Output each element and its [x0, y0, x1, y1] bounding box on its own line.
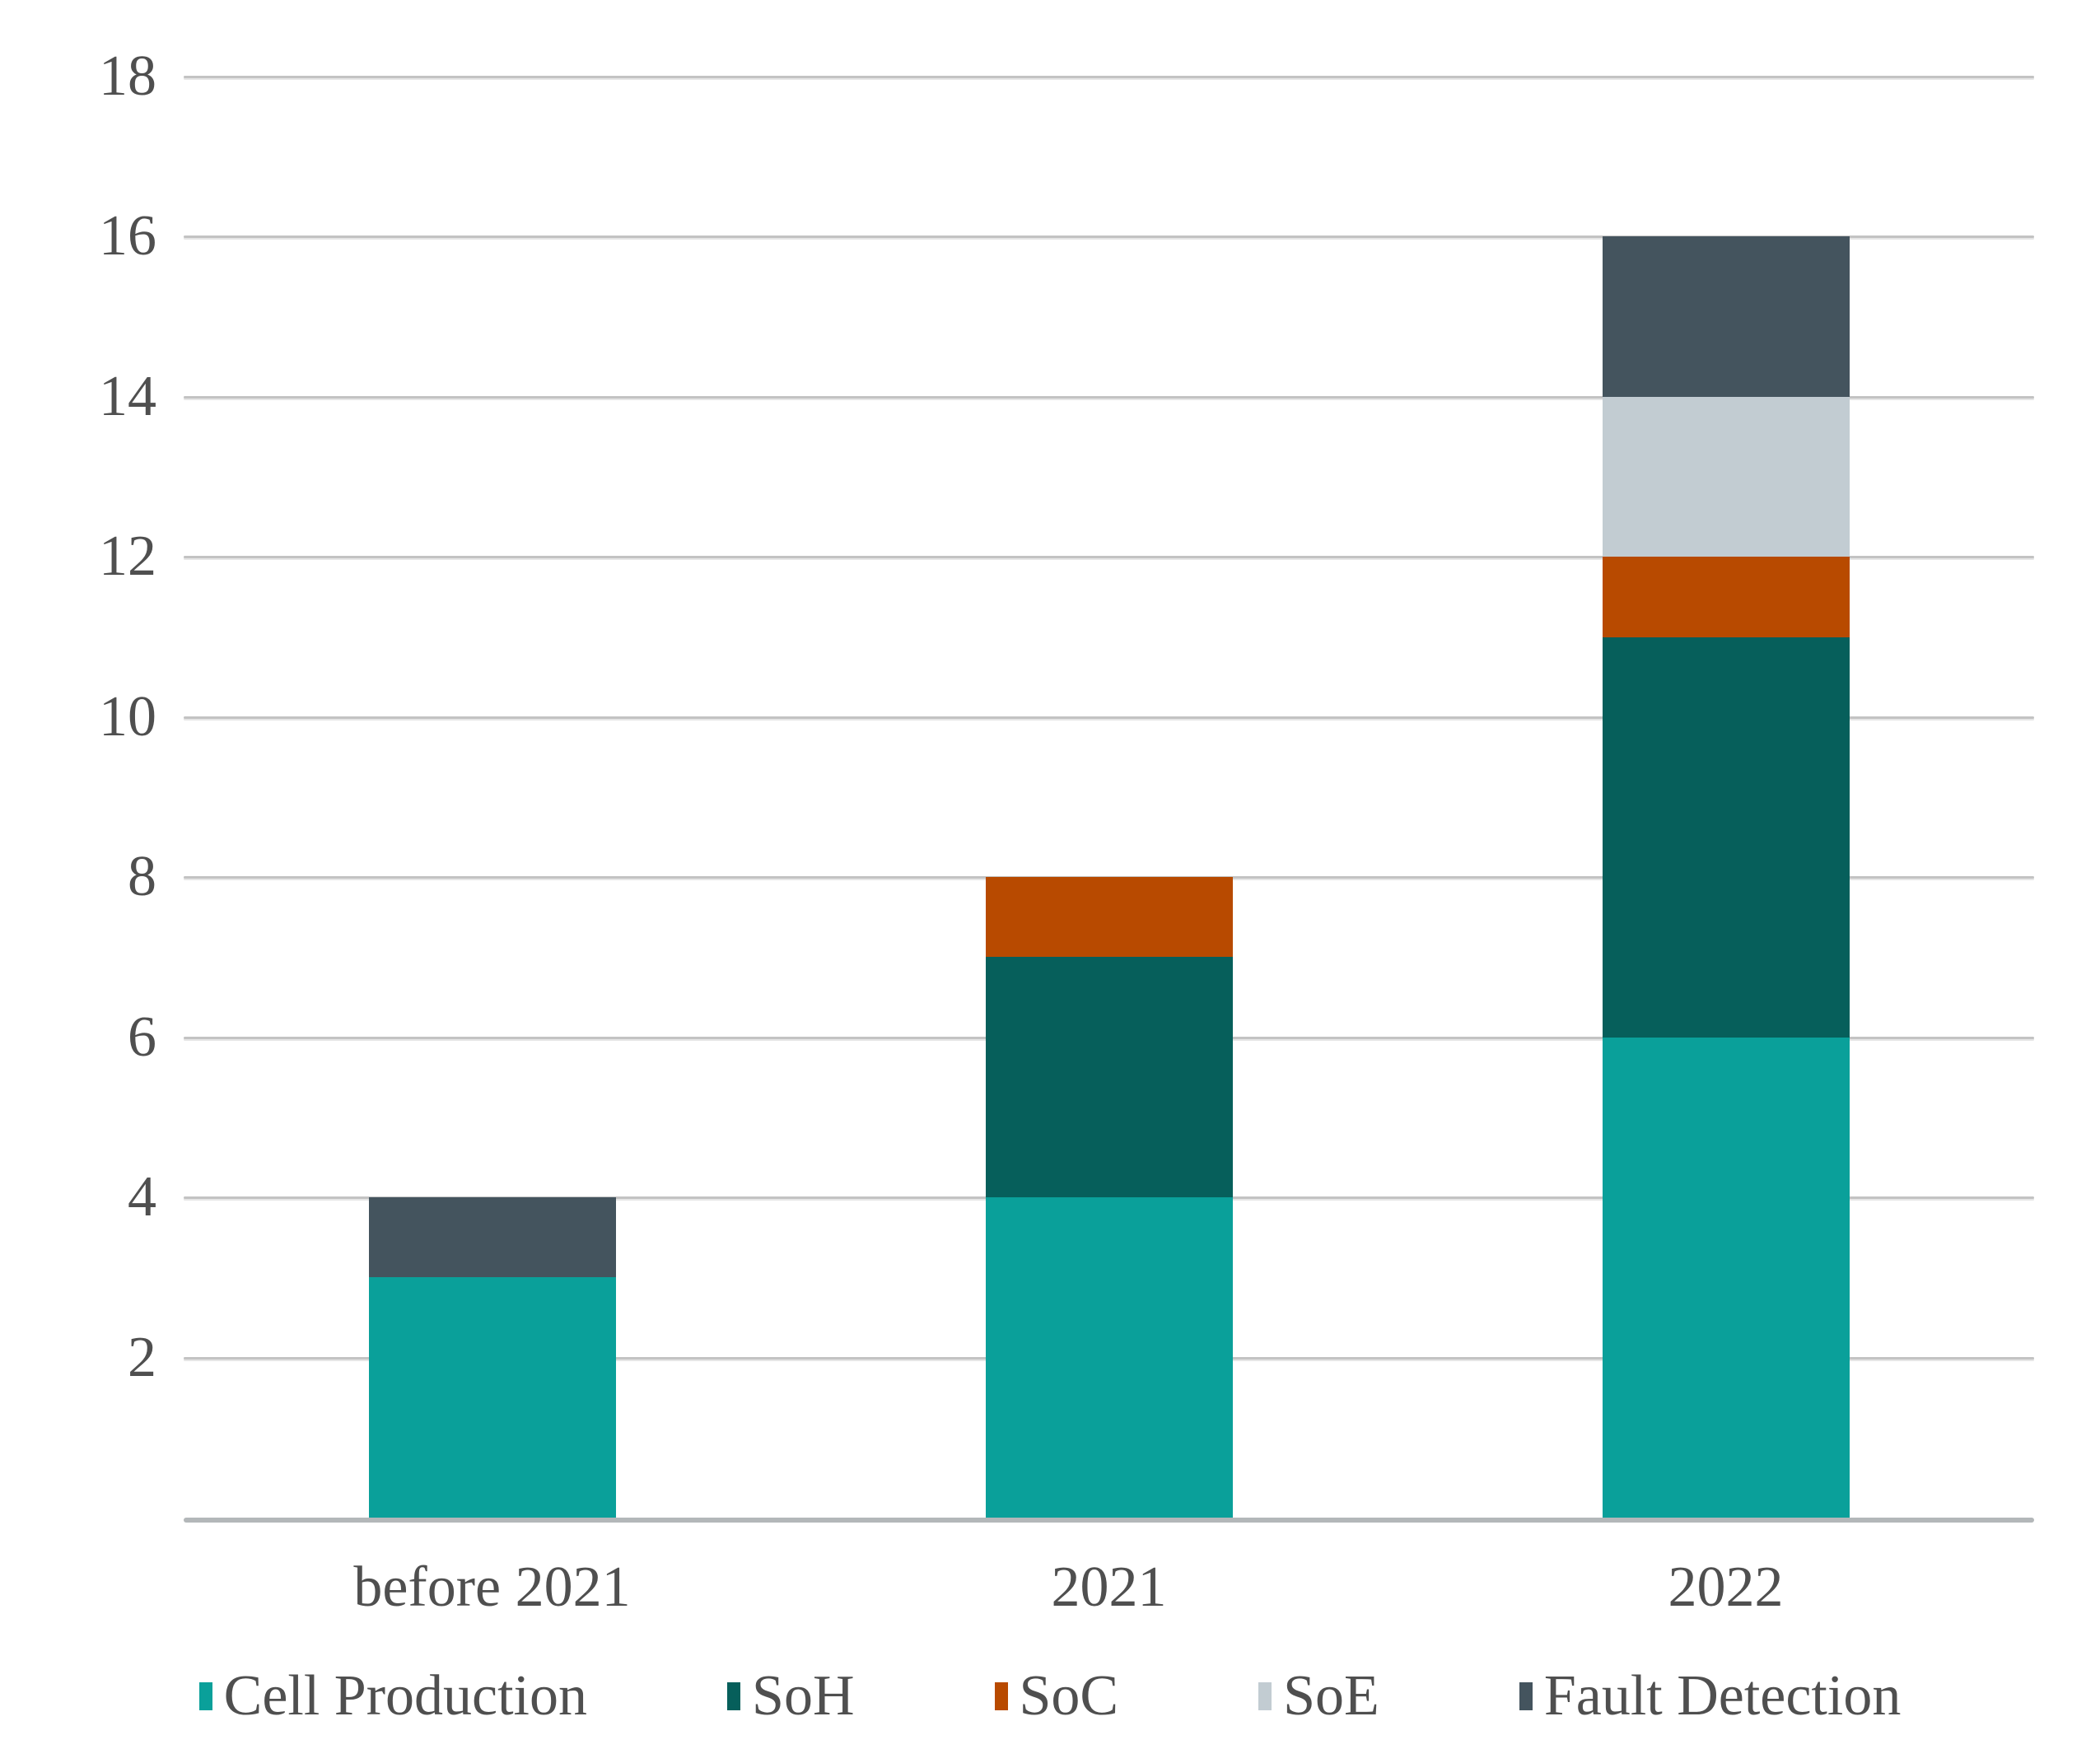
legend-swatch-icon [198, 1682, 212, 1710]
bar-segment-soc-2021 [985, 877, 1233, 958]
legend-item-cell-production: Cell Production [198, 1664, 588, 1728]
gridline-y14 [184, 395, 2034, 399]
legend-label: Fault Detection [1543, 1664, 1902, 1728]
bar-segment-fault-detection-2022 [1602, 236, 1850, 397]
x-axis-line [184, 1518, 2034, 1523]
legend-swatch-icon [994, 1682, 1008, 1710]
legend: Cell Production SoH SoC SoE Fault Detection [0, 1657, 2100, 1736]
y-axis-tick-label: 4 [128, 1165, 156, 1229]
gridline-y10 [184, 716, 2034, 719]
y-axis-tick-label: 12 [99, 525, 156, 589]
gridline-y16 [184, 236, 2034, 239]
legend-label: SoE [1283, 1664, 1379, 1728]
x-axis-category-label: before 2021 [353, 1555, 631, 1619]
bar-segment-soh-2021 [985, 957, 1233, 1198]
gridline-y12 [184, 556, 2034, 559]
bar-segment-cell-production-2021 [985, 1197, 1233, 1518]
y-axis-tick-label: 10 [99, 684, 156, 749]
legend-item-soc: SoC [994, 1664, 1119, 1728]
legend-item-soh: SoH [727, 1664, 855, 1728]
bar-segment-soe-2022 [1602, 396, 1850, 557]
legend-item-fault-detection: Fault Detection [1519, 1664, 1902, 1728]
x-axis-category-label: 2022 [1668, 1555, 1784, 1619]
legend-label: SoH [752, 1664, 855, 1728]
legend-swatch-icon [1258, 1682, 1272, 1710]
x-axis-category-label: 2021 [1051, 1555, 1167, 1619]
gridline-y18 [184, 76, 2034, 78]
bar-segment-soc-2022 [1602, 557, 1850, 637]
y-axis-tick-label: 6 [128, 1005, 156, 1069]
bar-segment-soh-2022 [1602, 637, 1850, 1038]
bar-segment-cell-production-2022 [1602, 1037, 1850, 1518]
y-axis-tick-label: 8 [128, 845, 156, 909]
y-axis-tick-label: 2 [128, 1325, 156, 1389]
y-axis-tick-label: 14 [99, 364, 156, 428]
legend-swatch-icon [1519, 1682, 1533, 1710]
y-axis-tick-label: 16 [99, 204, 156, 268]
bar-segment-fault-detection-before-2021 [368, 1197, 616, 1278]
legend-item-soe: SoE [1258, 1667, 1379, 1725]
legend-label: Cell Production [223, 1664, 588, 1728]
y-axis-tick-label: 18 [99, 44, 156, 108]
legend-swatch-icon [727, 1682, 741, 1710]
bar-segment-cell-production-before-2021 [368, 1277, 616, 1518]
legend-label: SoC [1019, 1664, 1119, 1728]
